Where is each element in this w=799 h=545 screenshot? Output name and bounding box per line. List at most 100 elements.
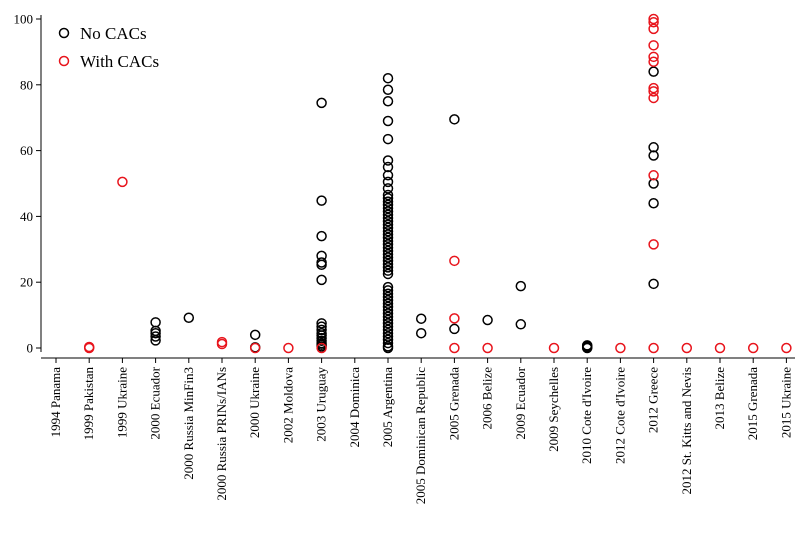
y-tick-label: 60 xyxy=(20,143,33,158)
chart-axes: 0 20 40 60 80 100 1994 Panama 1999 Pakistan 1999… xyxy=(14,12,795,504)
point-no-cacs xyxy=(382,219,394,230)
point-with-cacs xyxy=(216,338,228,350)
point-no-cacs xyxy=(382,321,394,332)
x-tick-label: 2005 Dominican Republic xyxy=(413,367,428,504)
point-no-cacs xyxy=(316,324,327,336)
point-no-cacs xyxy=(316,274,327,286)
point-no-cacs xyxy=(382,268,394,280)
point-with-cacs xyxy=(781,342,792,354)
x-tick-label: 2000 Russia MinFin3 xyxy=(181,367,196,480)
point-with-cacs xyxy=(249,342,261,354)
point-no-cacs xyxy=(382,96,394,107)
point-no-cacs xyxy=(382,84,394,95)
point-with-cacs xyxy=(449,342,460,354)
point-no-cacs xyxy=(382,258,394,270)
x-tick-label: 2009 Seychelles xyxy=(546,367,561,452)
point-no-cacs xyxy=(449,323,460,335)
point-with-cacs xyxy=(117,176,128,188)
point-no-cacs xyxy=(382,209,394,221)
point-no-cacs xyxy=(382,189,394,201)
legend-marker-with-cacs xyxy=(58,55,70,67)
y-tick-label: 100 xyxy=(14,12,34,27)
point-with-cacs xyxy=(648,82,659,94)
point-no-cacs xyxy=(515,319,527,330)
point-no-cacs xyxy=(316,318,327,329)
point-no-cacs xyxy=(382,295,394,306)
x-tick-label: 2005 Argentina xyxy=(380,367,395,448)
point-with-cacs xyxy=(648,342,659,354)
point-no-cacs xyxy=(382,308,394,319)
x-tick-label: 1999 Pakistan xyxy=(81,367,96,441)
point-no-cacs xyxy=(415,313,427,324)
chart-legend: No CACs With CACs xyxy=(58,24,159,71)
point-with-cacs xyxy=(714,342,726,354)
point-no-cacs xyxy=(382,248,394,260)
point-with-cacs xyxy=(482,342,493,354)
point-no-cacs xyxy=(382,232,394,244)
point-no-cacs xyxy=(382,183,394,194)
point-no-cacs xyxy=(382,199,394,211)
x-tick-label: 2002 Moldova xyxy=(280,367,295,443)
x-tick-label: 2009 Ecuador xyxy=(513,366,528,439)
point-no-cacs xyxy=(382,242,394,253)
x-tick-label: 2003 Uruguay xyxy=(314,367,329,442)
point-no-cacs xyxy=(382,176,394,188)
point-no-cacs xyxy=(382,212,394,224)
point-with-cacs xyxy=(648,40,659,51)
point-no-cacs xyxy=(316,230,327,242)
point-no-cacs xyxy=(382,311,394,322)
point-no-cacs xyxy=(648,178,659,189)
point-no-cacs xyxy=(382,255,394,267)
x-tick-label: 2013 Belize xyxy=(712,367,727,430)
point-no-cacs xyxy=(382,337,394,349)
point-no-cacs xyxy=(382,235,394,247)
x-tick-label: 2004 Dominica xyxy=(347,367,362,448)
point-no-cacs xyxy=(382,229,394,240)
point-no-cacs xyxy=(382,193,394,204)
legend-label-no-cacs: No CACs xyxy=(80,24,147,43)
x-tick-label: 1994 Panama xyxy=(48,367,63,438)
point-no-cacs xyxy=(382,196,394,207)
chart-points xyxy=(83,13,792,354)
point-no-cacs xyxy=(382,291,394,303)
point-no-cacs xyxy=(382,155,394,166)
point-no-cacs xyxy=(382,301,394,313)
x-tick-label: 2000 Ukraine xyxy=(247,367,262,438)
point-no-cacs xyxy=(382,252,394,263)
point-no-cacs xyxy=(648,150,659,161)
point-no-cacs xyxy=(382,72,394,84)
point-no-cacs xyxy=(150,317,161,328)
point-no-cacs xyxy=(382,245,394,257)
y-tick-label: 0 xyxy=(27,341,34,356)
x-tick-label: 2015 Ukraine xyxy=(778,367,793,438)
point-no-cacs xyxy=(382,281,394,293)
point-with-cacs xyxy=(648,17,659,28)
point-with-cacs xyxy=(648,13,659,25)
x-tick-label: 2000 Ecuador xyxy=(148,366,163,439)
point-no-cacs xyxy=(648,197,659,209)
x-tick-label: 1999 Ukraine xyxy=(114,367,129,438)
point-with-cacs xyxy=(316,342,327,354)
point-no-cacs xyxy=(382,115,394,127)
point-no-cacs xyxy=(382,318,394,329)
point-no-cacs xyxy=(382,225,394,237)
x-tick-label: 2015 Grenada xyxy=(745,367,760,441)
point-with-cacs xyxy=(648,23,659,35)
point-no-cacs xyxy=(415,327,427,339)
point-no-cacs xyxy=(648,278,659,290)
point-with-cacs xyxy=(283,342,294,354)
x-tick-label: 2012 Greece xyxy=(646,367,661,433)
point-no-cacs xyxy=(382,133,394,145)
point-no-cacs xyxy=(382,222,394,234)
point-no-cacs xyxy=(648,66,659,77)
point-no-cacs xyxy=(382,342,394,354)
point-no-cacs xyxy=(382,304,394,316)
point-no-cacs xyxy=(382,285,394,296)
x-tick-label: 2012 St. Kitts and Nevis xyxy=(679,367,694,494)
point-with-cacs xyxy=(548,342,560,354)
point-with-cacs xyxy=(83,342,95,354)
point-no-cacs xyxy=(382,265,394,276)
point-no-cacs xyxy=(515,280,527,292)
point-no-cacs xyxy=(183,312,195,323)
x-tick-label: 2000 Russia PRINs/IANs xyxy=(214,367,229,501)
